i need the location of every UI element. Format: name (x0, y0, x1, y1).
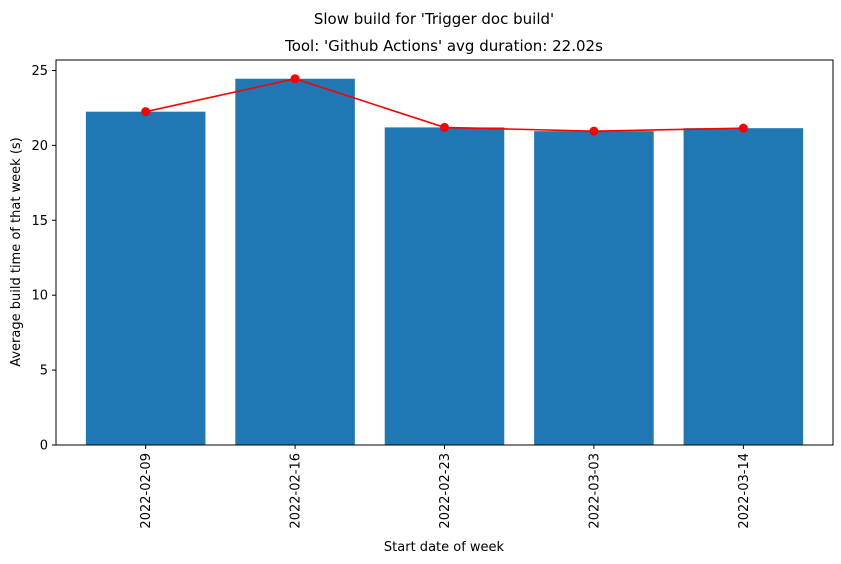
y-tick-label-0: 0 (40, 439, 48, 454)
chart-subtitle: Tool: 'Github Actions' avg duration: 22.… (284, 37, 603, 55)
x-tick-label-2022-02-23: 2022-02-23 (438, 453, 453, 529)
line-point-2022-03-14 (738, 123, 748, 133)
y-tick-label-20: 20 (31, 139, 48, 154)
chart-title: Slow build for 'Trigger doc build' (314, 10, 554, 28)
bar-group (85, 78, 804, 446)
line-point-2022-03-03 (589, 126, 599, 136)
x-axis: 2022-02-09 2022-02-16 2022-02-23 2022-03-03… (139, 445, 752, 529)
x-tick-label-2022-02-16: 2022-02-16 (289, 453, 304, 529)
bar-2022-03-03 (534, 131, 654, 445)
y-tick-label-15: 15 (31, 214, 48, 229)
y-tick-label-5: 5 (40, 364, 48, 379)
line-point-2022-02-23 (440, 122, 449, 132)
x-tick-label-2022-02-09: 2022-02-09 (139, 453, 154, 529)
x-tick-label-2022-03-14: 2022-03-14 (737, 453, 752, 529)
y-tick-label-10: 10 (31, 289, 48, 304)
x-tick-label-2022-03-03: 2022-03-03 (587, 453, 602, 529)
bar-2022-02-09 (85, 111, 206, 446)
y-tick-label-25: 25 (31, 64, 48, 79)
line-marker-group (141, 74, 748, 136)
bar-2022-03-14 (683, 128, 804, 445)
y-axis: 0 5 10 15 20 25 (31, 64, 56, 454)
line-point-2022-02-16 (290, 74, 300, 84)
bar-2022-02-16 (235, 78, 355, 445)
line-point-2022-02-09 (141, 107, 151, 117)
y-axis-label: Average build time of that week (s) (9, 137, 24, 367)
bar-2022-02-23 (384, 127, 505, 445)
x-axis-label: Start date of week (384, 540, 505, 555)
